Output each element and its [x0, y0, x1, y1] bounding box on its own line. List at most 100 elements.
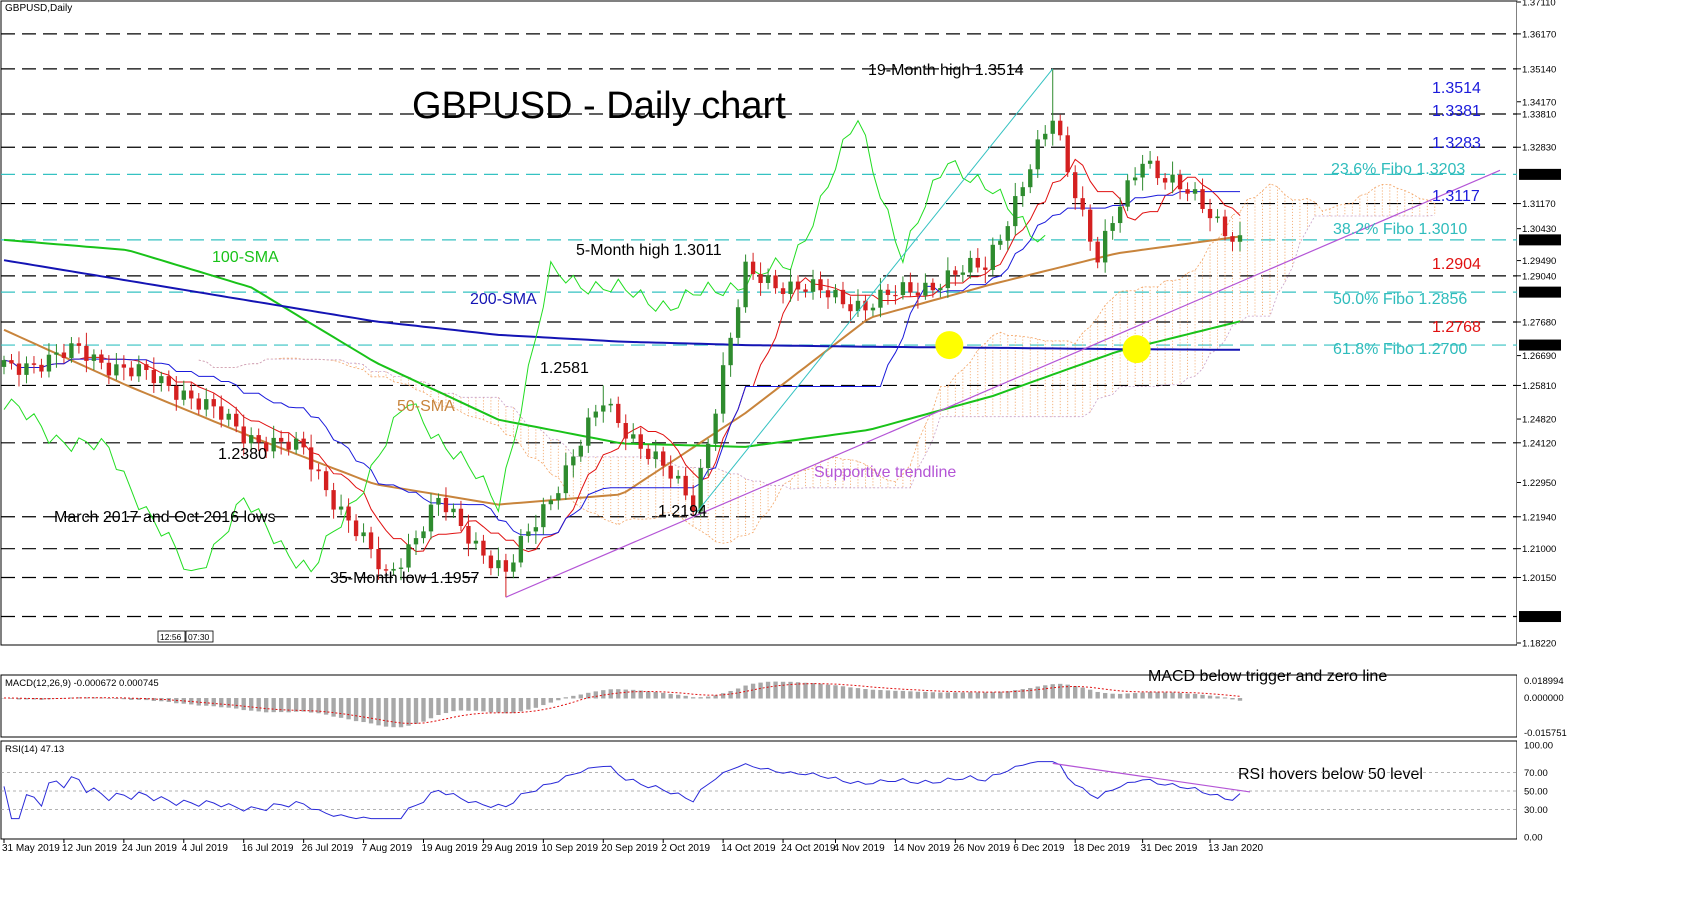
macd-bar — [593, 691, 598, 699]
macd-bar — [114, 698, 119, 699]
macd-scale-top: 0.018994 — [1524, 676, 1564, 687]
candle-body — [938, 288, 943, 291]
supportive-trendline — [505, 169, 1501, 598]
candlesticks — [1, 68, 1243, 598]
macd-bar — [885, 690, 891, 699]
candle-body — [196, 398, 201, 410]
macd-bar — [1035, 686, 1040, 699]
candle-body — [204, 399, 209, 410]
candle-body — [353, 520, 359, 537]
price-axis-label: 1.29490 — [1522, 256, 1556, 267]
macd-bar — [780, 681, 786, 699]
macd-bar — [9, 698, 14, 699]
candle-body — [1132, 177, 1138, 181]
macd-bar — [1192, 693, 1198, 699]
price-axis-label: 1.28560 — [1521, 288, 1555, 299]
date-label: 24 Oct 2019 — [781, 843, 836, 854]
macd-bar — [698, 697, 703, 699]
annotation-1-2581: 1.2581 — [540, 360, 589, 377]
macd-bar — [863, 689, 868, 699]
macd-bar — [945, 692, 951, 699]
candle-body — [1, 360, 7, 367]
candle-body — [526, 531, 531, 537]
candle-body — [810, 279, 816, 292]
candle-body — [818, 279, 823, 291]
sma-line — [3, 235, 1241, 506]
candle-body — [735, 307, 741, 338]
right-level-labels: 1.3514 1.3381 1.3283 23.6% Fibo 1.3203 1… — [1331, 80, 1481, 358]
macd-bar — [1125, 693, 1130, 699]
macd-bar — [196, 698, 201, 706]
macd-bar — [1117, 693, 1123, 699]
macd-bar — [900, 690, 906, 699]
candle-body — [144, 364, 149, 370]
senkou-span-a — [198, 183, 1435, 544]
rsi-scale-label: 50.00 — [1524, 787, 1548, 798]
annotation-19-month-high: 19-Month high 1.3514 — [868, 62, 1024, 79]
macd-bar — [496, 698, 501, 713]
macd-note: MACD below trigger and zero line — [1148, 668, 1387, 685]
candle-body — [451, 508, 456, 513]
time-box-label: 12:56 — [160, 632, 182, 642]
date-label: 4 Nov 2019 — [833, 843, 885, 854]
macd-bar — [541, 698, 546, 706]
candle-body — [863, 300, 868, 311]
candle-body — [893, 294, 898, 297]
macd-bar — [556, 698, 561, 701]
candle-body — [1162, 178, 1168, 183]
macd-bar — [526, 698, 531, 710]
macd-bar — [646, 691, 651, 699]
macd-bar — [473, 698, 479, 711]
right-label: 61.8% Fibo 1.2700 — [1333, 341, 1467, 358]
candle-body — [428, 504, 434, 532]
macd-bar — [548, 698, 554, 703]
candle-body — [39, 364, 44, 372]
candle-body — [1005, 226, 1010, 241]
macd-bar — [825, 684, 831, 699]
macd-bar — [848, 687, 853, 699]
date-label: 12 Jun 2019 — [62, 843, 117, 854]
rsi-panel — [0, 740, 1518, 840]
candle-body — [24, 363, 29, 375]
price-tag-bg — [1519, 339, 1561, 351]
macd-bar — [503, 698, 509, 714]
macd-bar — [271, 698, 276, 713]
candle-body — [915, 292, 921, 296]
rsi-header: RSI(14) 47.13 — [5, 744, 64, 755]
macd-bar — [511, 698, 516, 714]
macd-scale-zero: 0.000000 — [1524, 693, 1564, 704]
candle-body — [646, 448, 651, 460]
candle-body — [61, 352, 67, 358]
macd-bar — [69, 697, 74, 699]
macd-bar — [406, 698, 411, 726]
macd-bar — [234, 698, 239, 709]
candle-body — [870, 307, 876, 311]
macd-bar — [623, 689, 628, 699]
candle-body — [758, 274, 763, 283]
macd-bar — [676, 694, 681, 699]
macd-bar — [690, 697, 696, 699]
macd-bar — [316, 698, 321, 714]
candle-body — [99, 354, 104, 363]
candle-body — [623, 423, 628, 439]
macd-bar — [136, 698, 142, 700]
macd-bar — [1058, 683, 1063, 699]
candle-body — [945, 270, 951, 289]
macd-bar — [683, 695, 688, 699]
macd-bar — [1050, 684, 1055, 699]
candle-body — [1200, 189, 1205, 209]
candle-body — [750, 261, 756, 275]
candle-body — [1215, 216, 1220, 219]
candle-body — [331, 490, 336, 510]
macd-bar — [398, 698, 404, 728]
macd-bar — [1237, 698, 1243, 701]
annotation-1-2194: 1.2194 — [658, 503, 707, 520]
macd-bar — [1088, 689, 1093, 699]
indicator-lines — [3, 119, 1241, 573]
macd-bar — [1080, 687, 1085, 699]
candle-body — [46, 354, 52, 372]
macd-bar — [840, 686, 846, 699]
price-axis-label: 1.26690 — [1522, 351, 1556, 362]
candle-body — [114, 364, 119, 376]
candle-body — [249, 435, 254, 444]
